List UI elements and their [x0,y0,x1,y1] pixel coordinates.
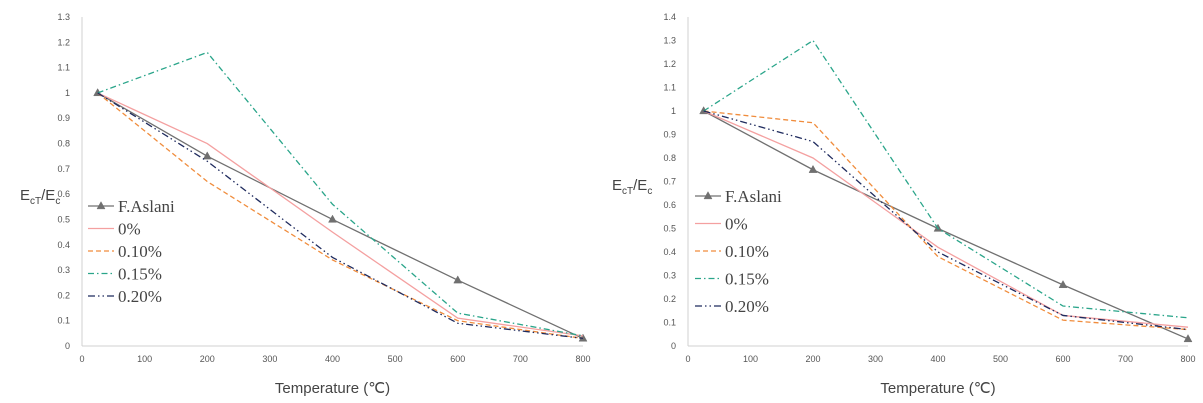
legend-label: F.Aslani [725,187,782,206]
series-line-3 [97,92,584,340]
legend-label: 0% [118,220,141,239]
x-tick-label: 800 [1180,354,1195,364]
y-tick-label: 1 [671,106,676,116]
data-point-marker [202,151,212,160]
y-tick-label: 0 [671,341,676,351]
legend-label: 0.10% [725,242,769,261]
x-tick-label: 400 [930,354,945,364]
data-point-marker [328,214,337,223]
y-tick-label: 1.3 [57,12,70,22]
data-point-marker [1183,334,1193,343]
y-tick-label: 1.1 [57,63,70,73]
y-axis-title-main: E [612,177,622,194]
y-axis-title-slash: /E [41,187,55,204]
x-axis-title: Temperature (℃) [275,380,390,397]
x-tick-label: 0 [79,354,84,364]
legend-entry-2: 0% [88,220,141,239]
x-tick-label: 300 [868,354,883,364]
y-tick-label: 1.1 [663,83,676,93]
legend-entry-5: 0.20% [88,287,162,306]
series-line-5 [703,110,1189,331]
legend-entry-1: F.Aslani [695,187,782,206]
x-tick-label: 700 [513,354,528,364]
y-tick-label: 0.4 [663,247,676,257]
data-point-marker [453,275,463,284]
y-tick-label: 0.6 [663,200,676,210]
y-axis-title-sub: c [55,196,60,207]
x-tick-label: 400 [325,354,340,364]
y-tick-label: 0.1 [663,318,676,328]
y-axis-title-main: E [20,187,30,204]
legend-label: 0.15% [725,270,769,289]
legend-entry-1: F.Aslani [88,197,175,216]
series-line-4 [703,39,1189,319]
y-axis-title-sub: cT [30,196,41,207]
y-axis-title-sub: c [647,186,652,197]
y-axis-title: EcT/Ec [612,177,652,197]
y-tick-label: 0.5 [663,224,676,234]
legend-label: 0.15% [118,265,162,284]
x-tick-label: 200 [200,354,215,364]
x-tick-label: 100 [137,354,152,364]
x-tick-label: 600 [450,354,465,364]
x-tick-label: 600 [1055,354,1070,364]
series-line-2 [97,92,584,337]
series-line-4 [97,51,584,337]
x-tick-label: 200 [805,354,820,364]
y-tick-label: 0.2 [57,290,70,300]
y-tick-label: 0.1 [57,316,70,326]
y-tick-label: 0.4 [57,240,70,250]
y-axis-title-sub: cT [622,186,633,197]
series-line-2 [703,110,1189,328]
data-point-marker [1058,280,1068,289]
legend-marker [96,201,106,210]
legend-label: 0.20% [118,287,162,306]
y-tick-label: 0.9 [663,130,676,140]
legend-marker [703,191,713,200]
x-tick-label: 0 [685,354,690,364]
y-tick-label: 1 [65,88,70,98]
legend-entry-5: 0.20% [695,297,769,316]
legend-entry-2: 0% [695,215,748,234]
legend-entry-4: 0.15% [695,270,769,289]
chart-2: 0 0.1 0.2 0.3 0.4 0.5 0.6 0.7 0.8 0.9 1 1.1 1.2 1.3 1.… [612,12,1196,397]
x-tick-label: 500 [388,354,403,364]
y-tick-label: 1.3 [663,36,676,46]
x-tick-label: 800 [575,354,590,364]
x-tick-label: 300 [262,354,277,364]
series-line-5 [97,92,584,340]
y-tick-label: 0.8 [663,153,676,163]
legend-label: 0% [725,215,748,234]
legend-label: F.Aslani [118,197,175,216]
legend-entry-3: 0.10% [695,242,769,261]
legend-label: 0.10% [118,242,162,261]
y-tick-label: 0.8 [57,139,70,149]
x-tick-label: 700 [1118,354,1133,364]
y-tick-label: 1.2 [663,59,676,69]
y-tick-label: 0.3 [663,271,676,281]
y-axis-title-slash: /E [633,177,647,194]
y-tick-label: 0.2 [663,294,676,304]
legend-entry-4: 0.15% [88,265,162,284]
legend-label: 0.20% [725,297,769,316]
data-point-marker [808,164,818,173]
y-tick-label: 0.7 [57,164,70,174]
x-tick-label: 100 [743,354,758,364]
y-tick-label: 0.3 [57,265,70,275]
y-tick-label: 0.7 [663,177,676,187]
y-tick-label: 0 [65,341,70,351]
y-tick-label: 0.9 [57,113,70,123]
y-tick-label: 1.4 [663,12,676,22]
legend-entry-3: 0.10% [88,242,162,261]
y-tick-label: 0.5 [57,214,70,224]
chart-1: 0 0.1 0.2 0.3 0.4 0.5 0.6 0.7 0.8 0.9 1 1.1 1.2 1.3 0 1… [20,12,591,397]
x-axis-title: Temperature (℃) [880,380,995,397]
y-axis-title: EcT/Ec [20,187,60,207]
y-tick-label: 0.6 [57,189,70,199]
series-line-3 [703,110,1189,331]
x-tick-label: 500 [993,354,1008,364]
y-tick-label: 1.2 [57,37,70,47]
series-line-1 [703,110,1189,340]
